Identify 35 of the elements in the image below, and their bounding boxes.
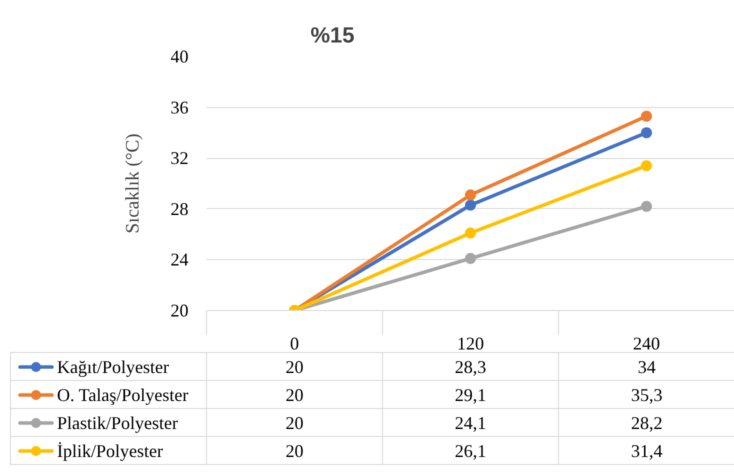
y-tick-label: 24 <box>170 250 188 270</box>
data-label: 20 <box>206 436 382 464</box>
chart-title: %15 <box>310 22 355 48</box>
x-tick-label: 120 <box>457 334 484 354</box>
point <box>465 189 476 200</box>
point <box>465 228 476 239</box>
data-label: 28,2 <box>558 408 734 436</box>
y-tick-label: 32 <box>170 148 188 168</box>
data-label: 20 <box>206 352 382 380</box>
legend-label: İplik/Polyester <box>57 440 163 461</box>
x-tick-label: 240 <box>633 334 660 354</box>
y-tick-label: 40 <box>170 46 188 66</box>
y-tick-label: 36 <box>170 97 188 118</box>
legend-label: Plastik/Polyester <box>57 412 178 433</box>
y-tick-label: 20 <box>170 300 188 320</box>
point <box>641 160 652 172</box>
point <box>641 110 652 122</box>
data-label: 35,3 <box>558 380 734 408</box>
x-tick-label: 0 <box>290 334 299 354</box>
data-label: 31,4 <box>558 436 734 464</box>
data-label: 20 <box>206 380 382 408</box>
data-label: 24,1 <box>382 408 558 436</box>
data-label: 28,3 <box>382 352 558 380</box>
data-label: 34 <box>558 352 734 380</box>
point <box>641 127 652 138</box>
data-label: 29,1 <box>382 380 558 408</box>
data-label: 20 <box>206 408 382 436</box>
y-axis-title: Sıcaklık (°C) <box>122 134 144 234</box>
data-label: 26,1 <box>382 436 558 464</box>
point <box>641 200 652 212</box>
legend-label: Kağıt/Polyester <box>57 356 169 377</box>
point <box>465 252 476 264</box>
legend-label: O. Talaş/Polyester <box>57 384 188 405</box>
point <box>465 200 476 211</box>
y-tick-label: 28 <box>170 198 188 219</box>
